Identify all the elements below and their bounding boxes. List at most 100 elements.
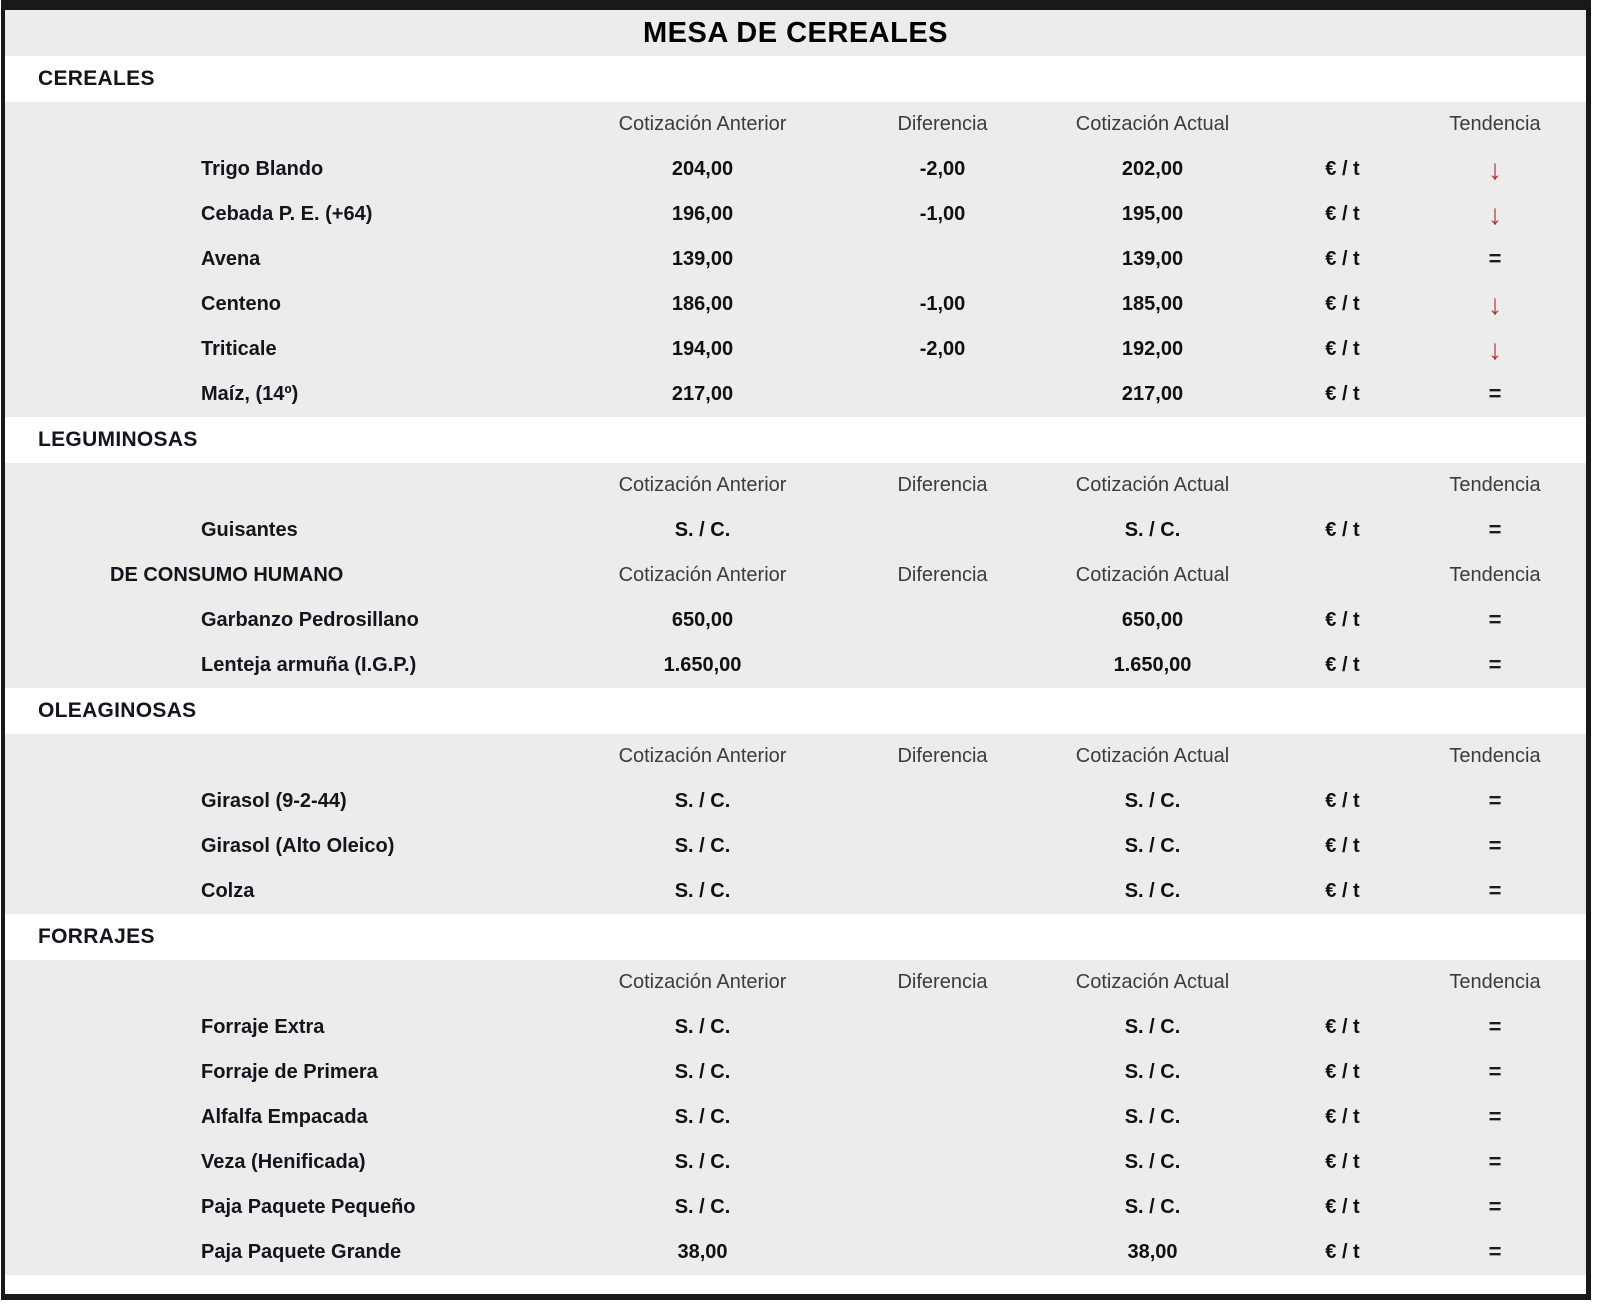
tendencia-cell: ↓ <box>1425 288 1565 320</box>
tendencia-cell: Tendencia <box>1425 971 1565 994</box>
table-row: Girasol (9-2-44) S. / C. S. / C. € / t = <box>5 779 1586 824</box>
column-header-actual: Cotización Actual <box>1075 474 1230 496</box>
cotizacion-actual-value: 202,00 <box>1121 158 1184 180</box>
product-name-cell: Colza <box>5 880 565 903</box>
unit-label: € / t <box>1325 1241 1360 1263</box>
section-header-band: OLEAGINOSAS <box>5 688 1586 734</box>
trend-equal-icon: = <box>1488 1014 1502 1039</box>
cotizacion-actual-value: 1.650,00 <box>1113 654 1192 676</box>
column-header-row: Cotización Anterior Diferencia Cotización … <box>5 463 1586 508</box>
column-header-tendencia: Tendencia <box>1449 113 1541 135</box>
cotizacion-anterior-cell: S. / C. <box>565 790 840 813</box>
unit-cell: € / t <box>1260 880 1425 903</box>
cotizacion-actual-value: S. / C. <box>1124 1061 1181 1083</box>
unit-label: € / t <box>1325 158 1360 180</box>
cotizacion-anterior-cell: 196,00 <box>565 203 840 226</box>
cotizacion-actual-cell: 185,00 <box>1045 293 1260 316</box>
cotizacion-actual-cell: S. / C. <box>1045 1151 1260 1174</box>
cotizacion-anterior-value: 38,00 <box>677 1241 728 1263</box>
cotizacion-actual-value: S. / C. <box>1124 1196 1181 1218</box>
cotizacion-actual-cell: 195,00 <box>1045 203 1260 226</box>
unit-cell: € / t <box>1260 248 1425 271</box>
unit-label: € / t <box>1325 835 1360 857</box>
tendencia-cell: = <box>1425 1061 1565 1084</box>
product-name: Lenteja armuña (I.G.P.) <box>201 654 417 676</box>
cotizacion-anterior-value: S. / C. <box>674 880 731 902</box>
cotizacion-anterior-cell: Cotización Anterior <box>565 474 840 497</box>
diferencia-value: -2,00 <box>919 338 966 360</box>
product-name: Forraje Extra <box>201 1016 325 1038</box>
trend-down-icon: ↓ <box>1488 288 1502 320</box>
diferencia-cell: Diferencia <box>840 971 1045 994</box>
cotizacion-actual-value: 38,00 <box>1127 1241 1178 1263</box>
column-header-actual: Cotización Actual <box>1075 745 1230 767</box>
cotizacion-anterior-cell: 194,00 <box>565 338 840 361</box>
page-title: MESA DE CEREALES <box>642 16 949 49</box>
cotizacion-anterior-cell: S. / C. <box>565 519 840 542</box>
cotizacion-anterior-cell: S. / C. <box>565 1106 840 1129</box>
product-name: Triticale <box>201 338 277 360</box>
product-name-cell: Garbanzo Pedrosillano <box>5 609 565 632</box>
diferencia-value: -1,00 <box>919 293 966 315</box>
table-row: Paja Paquete Pequeño S. / C. S. / C. € / t = <box>5 1185 1586 1230</box>
cotizacion-anterior-value: S. / C. <box>674 1196 731 1218</box>
product-name: Guisantes <box>201 519 298 541</box>
unit-label: € / t <box>1325 248 1360 270</box>
table-row: Cebada P. E. (+64) 196,00 -1,00 195,00 € / t… <box>5 192 1586 237</box>
cotizacion-actual-cell: 192,00 <box>1045 338 1260 361</box>
column-header-diferencia: Diferencia <box>897 564 988 586</box>
section-block: Cotización Anterior Diferencia Cotización … <box>5 734 1586 914</box>
bottom-spacer <box>5 1275 1586 1294</box>
cotizacion-anterior-cell: S. / C. <box>565 880 840 903</box>
product-name-cell: Girasol (9-2-44) <box>5 790 565 813</box>
cotizacion-actual-cell: Cotización Actual <box>1045 113 1260 136</box>
tendencia-cell: = <box>1425 654 1565 677</box>
cotizacion-anterior-value: S. / C. <box>674 835 731 857</box>
cotizacion-anterior-cell: Cotización Anterior <box>565 113 840 136</box>
column-header-row: Cotización Anterior Diferencia Cotización … <box>5 734 1586 779</box>
diferencia-value: -2,00 <box>919 158 966 180</box>
unit-cell: € / t <box>1260 1151 1425 1174</box>
product-name-cell: Trigo Blando <box>5 158 565 181</box>
cotizacion-anterior-cell: Cotización Anterior <box>565 564 840 587</box>
sections-container: CEREALES Cotización Anterior Diferencia Cot… <box>5 56 1586 1275</box>
cotizacion-anterior-cell: 204,00 <box>565 158 840 181</box>
cotizacion-actual-cell: Cotización Actual <box>1045 564 1260 587</box>
cotizacion-actual-value: S. / C. <box>1124 835 1181 857</box>
product-name: Maíz, (14º) <box>201 383 299 405</box>
column-header-diferencia: Diferencia <box>897 745 988 767</box>
subsection-label: DE CONSUMO HUMANO <box>110 564 344 586</box>
unit-cell: € / t <box>1260 1016 1425 1039</box>
unit-cell: € / t <box>1260 1241 1425 1264</box>
cotizacion-anterior-cell: S. / C. <box>565 1061 840 1084</box>
cotizacion-anterior-cell: S. / C. <box>565 1016 840 1039</box>
product-name: Veza (Henificada) <box>201 1151 366 1173</box>
cotizacion-anterior-cell: Cotización Anterior <box>565 971 840 994</box>
product-name: Forraje de Primera <box>201 1061 378 1083</box>
table-row: Garbanzo Pedrosillano 650,00 650,00 € / t = <box>5 598 1586 643</box>
product-name-cell: Centeno <box>5 293 565 316</box>
product-name-cell: DE CONSUMO HUMANO <box>5 564 565 587</box>
tendencia-cell: = <box>1425 1016 1565 1039</box>
cotizacion-actual-cell: S. / C. <box>1045 835 1260 858</box>
unit-label: € / t <box>1325 1016 1360 1038</box>
tendencia-cell: = <box>1425 519 1565 542</box>
cotizacion-anterior-value: S. / C. <box>674 1016 731 1038</box>
diferencia-cell: -1,00 <box>840 293 1045 316</box>
unit-cell: € / t <box>1260 338 1425 361</box>
column-header-tendencia: Tendencia <box>1449 564 1541 586</box>
cotizacion-actual-value: 185,00 <box>1121 293 1184 315</box>
tendencia-cell: ↓ <box>1425 335 1565 364</box>
column-header-diferencia: Diferencia <box>897 474 988 496</box>
tendencia-cell: = <box>1425 1106 1565 1129</box>
diferencia-cell: Diferencia <box>840 745 1045 768</box>
product-name: Girasol (9-2-44) <box>201 790 347 812</box>
diferencia-cell: -1,00 <box>840 203 1045 226</box>
unit-label: € / t <box>1325 293 1360 315</box>
unit-cell: € / t <box>1260 383 1425 406</box>
product-name-cell: Lenteja armuña (I.G.P.) <box>5 654 565 677</box>
product-name-cell: Forraje Extra <box>5 1016 565 1039</box>
unit-label: € / t <box>1325 609 1360 631</box>
trend-down-icon: ↓ <box>1488 153 1502 185</box>
